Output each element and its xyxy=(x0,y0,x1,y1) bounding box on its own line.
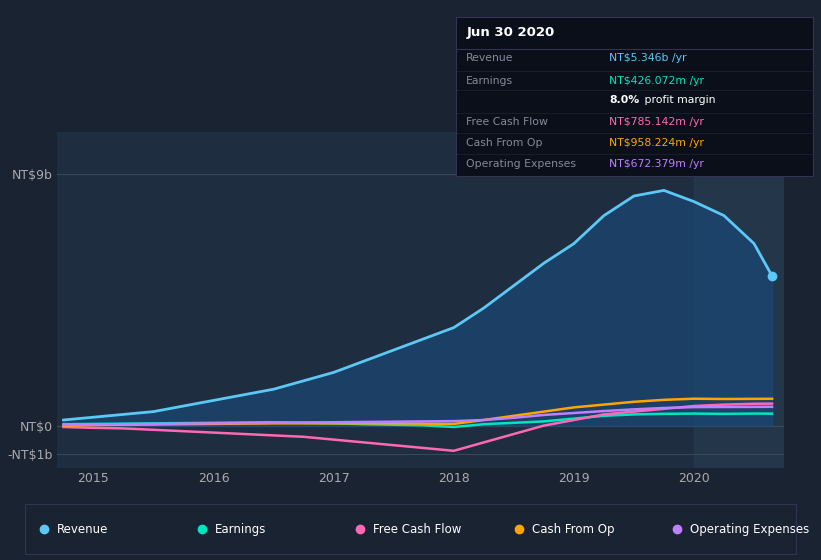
Bar xyxy=(694,132,784,468)
Text: Free Cash Flow: Free Cash Flow xyxy=(374,522,462,536)
Text: Earnings: Earnings xyxy=(466,76,513,86)
Text: NT$426.072m /yr: NT$426.072m /yr xyxy=(609,76,704,86)
Text: NT$672.379m /yr: NT$672.379m /yr xyxy=(609,158,704,169)
Text: Operating Expenses: Operating Expenses xyxy=(690,522,810,536)
Text: Earnings: Earnings xyxy=(215,522,267,536)
Text: Jun 30 2020: Jun 30 2020 xyxy=(466,26,555,39)
Text: Cash From Op: Cash From Op xyxy=(466,138,543,148)
Text: 8.0%: 8.0% xyxy=(609,95,640,105)
Text: Revenue: Revenue xyxy=(466,53,514,63)
Text: Cash From Op: Cash From Op xyxy=(532,522,614,536)
Text: NT$785.142m /yr: NT$785.142m /yr xyxy=(609,117,704,127)
Text: NT$5.346b /yr: NT$5.346b /yr xyxy=(609,53,686,63)
Text: profit margin: profit margin xyxy=(641,95,716,105)
Text: NT$958.224m /yr: NT$958.224m /yr xyxy=(609,138,704,148)
Text: Operating Expenses: Operating Expenses xyxy=(466,158,576,169)
Text: Revenue: Revenue xyxy=(57,522,108,536)
Text: Free Cash Flow: Free Cash Flow xyxy=(466,117,548,127)
